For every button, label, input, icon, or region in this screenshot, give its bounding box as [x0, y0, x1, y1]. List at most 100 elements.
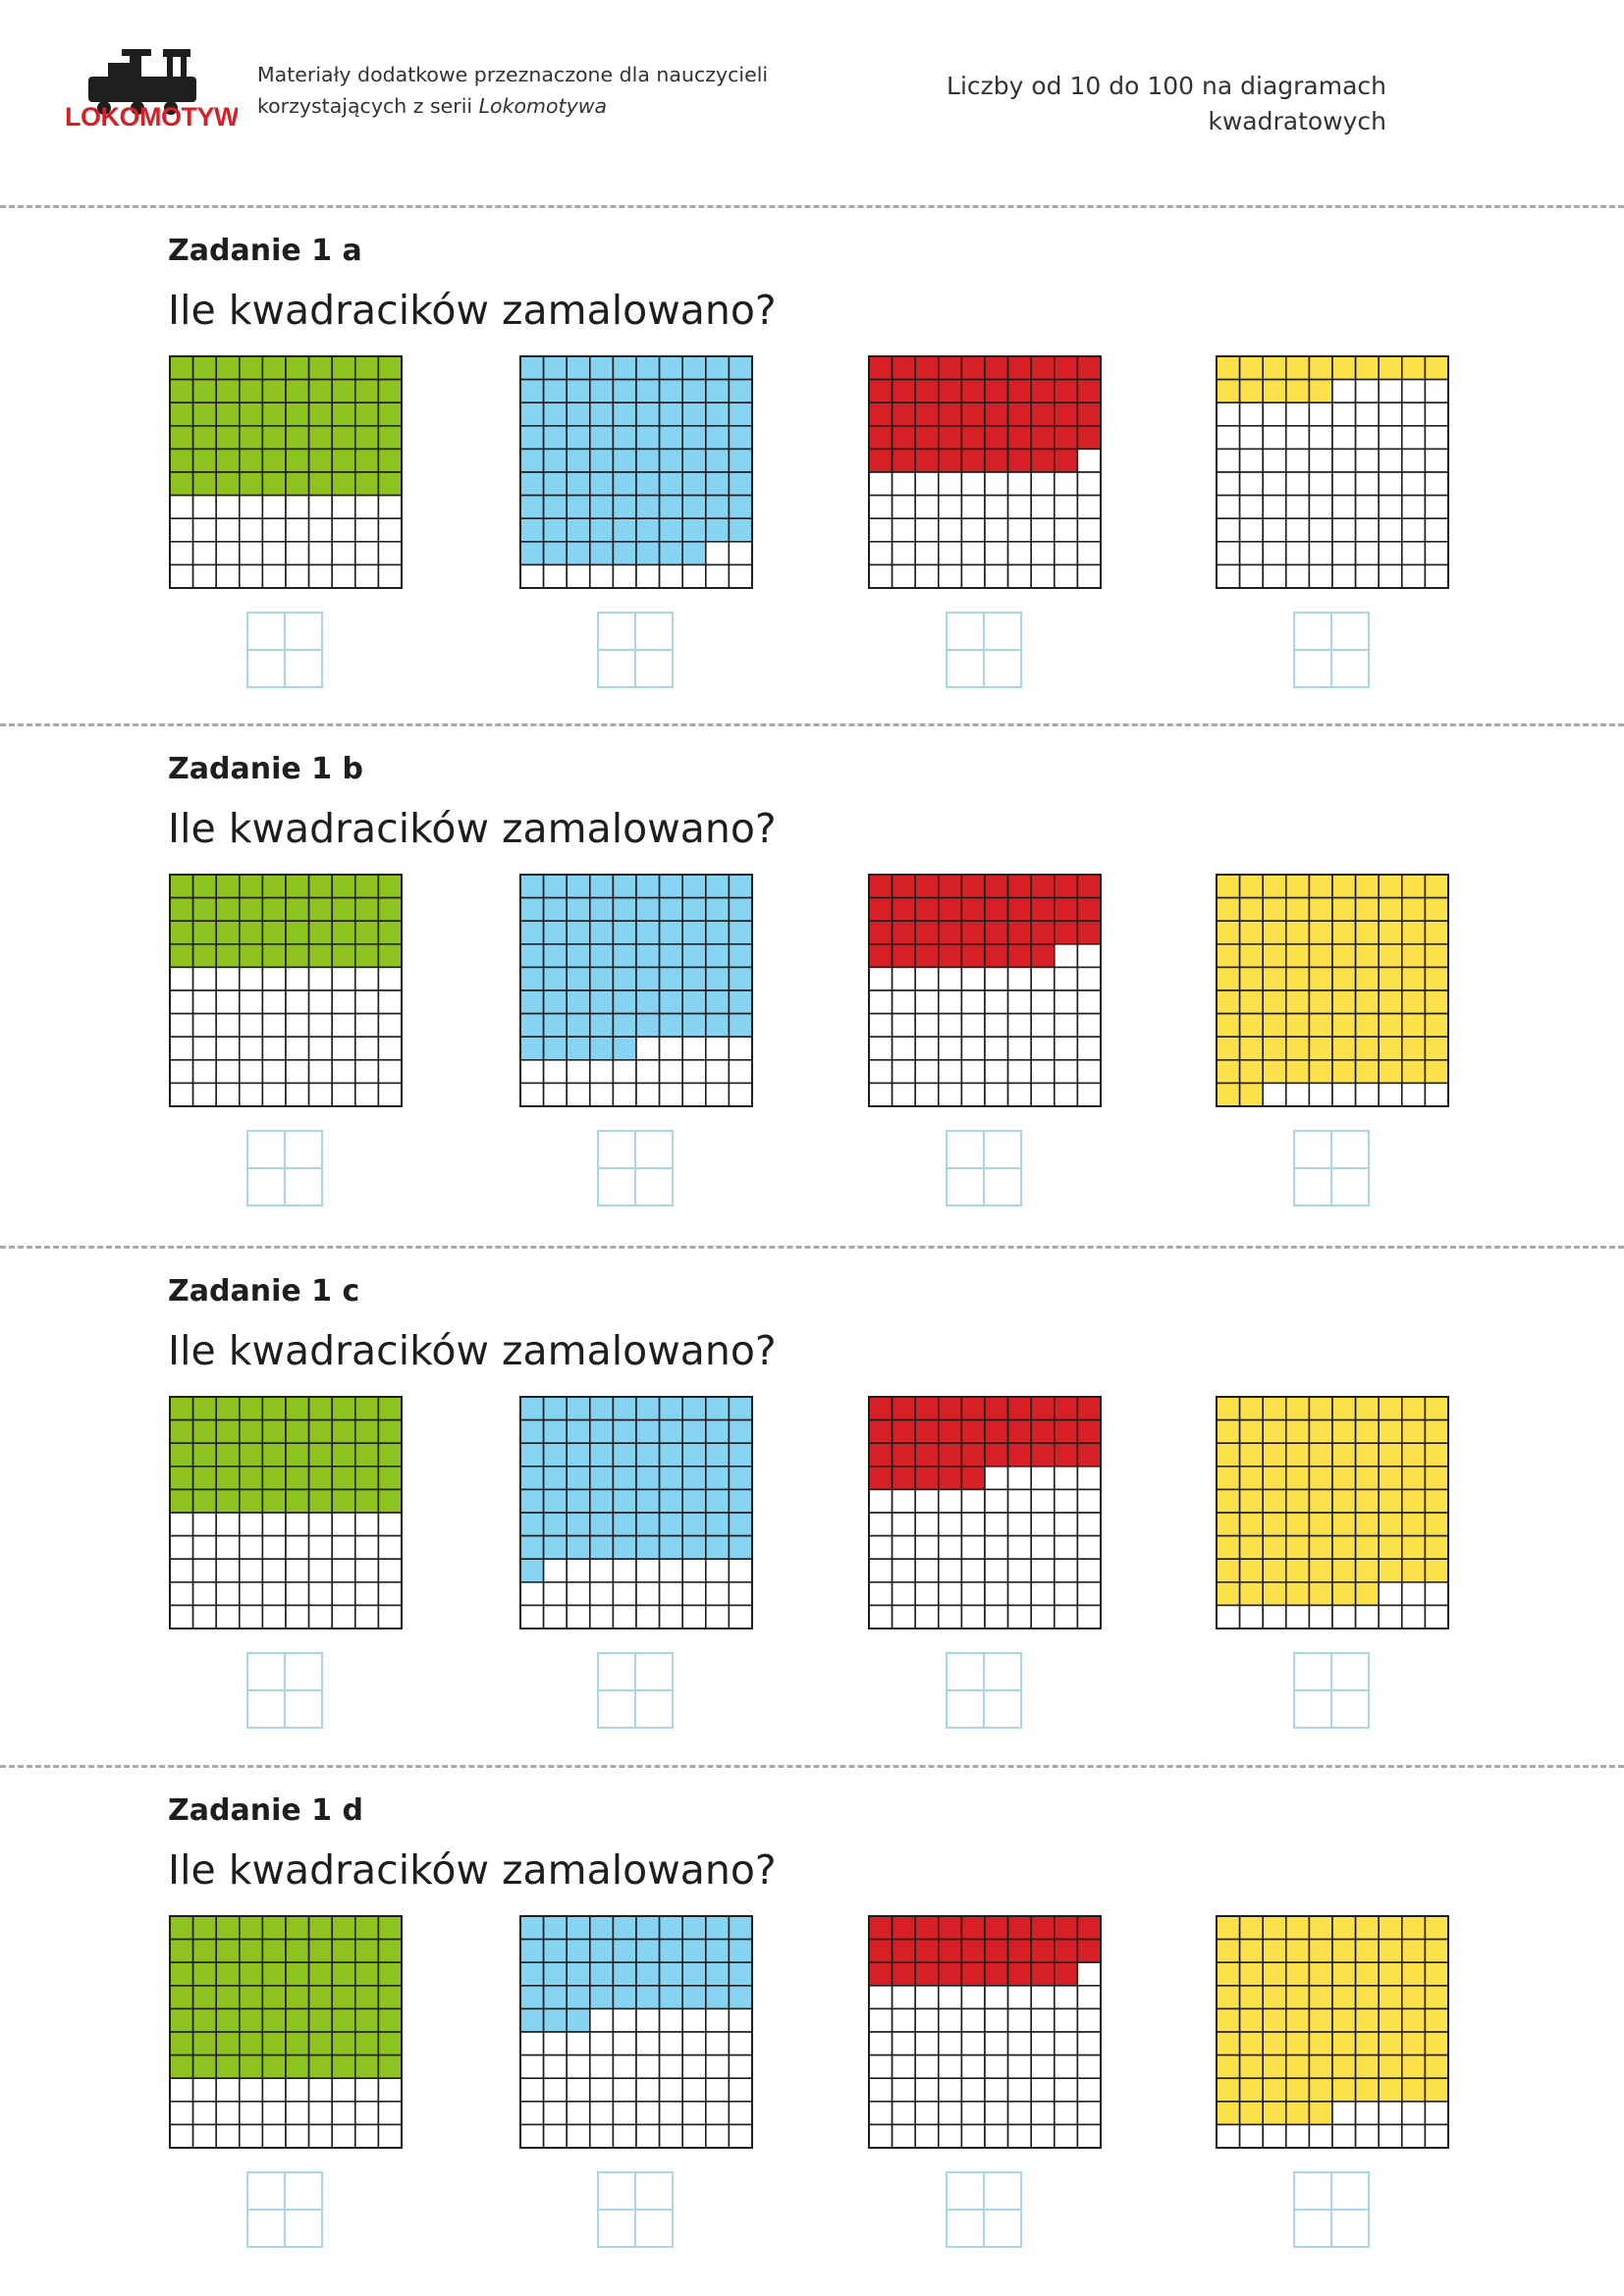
shaded-cell: [542, 471, 568, 497]
shaded-cell: [868, 874, 893, 899]
answer-box[interactable]: [946, 2171, 1022, 2248]
shaded-cell: [1054, 1442, 1079, 1468]
empty-cell: [566, 2054, 591, 2080]
shaded-cell: [1378, 1059, 1403, 1085]
answer-box[interactable]: [1293, 1652, 1370, 1729]
empty-cell: [285, 1604, 310, 1629]
empty-cell: [191, 989, 218, 1015]
answer-box[interactable]: [246, 612, 323, 688]
answer-box[interactable]: [597, 1130, 674, 1206]
empty-cell: [681, 2101, 707, 2126]
shaded-cell: [914, 401, 940, 427]
answer-box[interactable]: [246, 1652, 323, 1729]
answer-box[interactable]: [597, 2171, 674, 2248]
empty-cell: [331, 1059, 356, 1085]
answer-box[interactable]: [1293, 612, 1370, 688]
empty-cell: [1216, 2123, 1241, 2149]
shaded-cell: [1401, 874, 1427, 899]
empty-cell: [261, 1604, 287, 1629]
shaded-cell: [1424, 2077, 1449, 2103]
empty-cell: [1378, 448, 1403, 473]
empty-cell: [331, 1512, 356, 1537]
answer-box[interactable]: [597, 612, 674, 688]
shaded-cell: [542, 1915, 568, 1941]
answer-box[interactable]: [946, 1130, 1022, 1206]
shaded-cell: [938, 1915, 963, 1941]
empty-cell: [914, 1059, 940, 1085]
empty-cell: [984, 1604, 1009, 1629]
hundred-square-diagram: [519, 874, 753, 1107]
empty-cell: [681, 2054, 707, 2080]
shaded-cell: [1354, 1985, 1380, 2010]
shaded-cell: [1006, 1418, 1033, 1445]
shaded-cell: [1401, 943, 1427, 969]
answer-box[interactable]: [946, 612, 1022, 688]
shaded-cell: [542, 2007, 568, 2033]
shaded-cell: [1424, 1488, 1449, 1514]
shaded-cell: [728, 425, 753, 451]
empty-cell: [1308, 2123, 1333, 2149]
empty-cell: [354, 541, 380, 566]
shaded-cell: [239, 1396, 264, 1421]
shaded-cell: [589, 378, 615, 404]
shaded-cell: [261, 448, 287, 473]
shaded-cell: [658, 1961, 684, 1987]
shaded-cell: [239, 425, 264, 451]
empty-cell: [1262, 401, 1287, 427]
shaded-cell: [1030, 1442, 1056, 1468]
empty-cell: [960, 1558, 986, 1583]
shaded-cell: [635, 874, 661, 899]
empty-cell: [1238, 563, 1265, 589]
shaded-cell: [1378, 1512, 1403, 1537]
answer-box[interactable]: [946, 1652, 1022, 1729]
empty-cell: [705, 541, 731, 566]
shaded-cell: [215, 1915, 241, 1941]
empty-cell: [1262, 1604, 1287, 1629]
empty-cell: [1076, 989, 1102, 1015]
shaded-cell: [566, 425, 591, 451]
shaded-cell: [1354, 2031, 1380, 2056]
answer-box[interactable]: [597, 1652, 674, 1729]
answer-box[interactable]: [1293, 2171, 1370, 2248]
answer-box[interactable]: [1293, 1130, 1370, 1206]
shaded-cell: [1285, 2007, 1311, 2033]
shaded-cell: [1378, 2031, 1403, 2056]
shaded-cell: [1331, 1985, 1357, 2010]
shaded-cell: [938, 896, 963, 923]
shaded-cell: [728, 517, 753, 543]
shaded-cell: [960, 874, 986, 899]
empty-cell: [331, 989, 356, 1015]
shaded-cell: [542, 1512, 568, 1537]
empty-cell: [377, 1534, 403, 1561]
empty-cell: [1238, 517, 1265, 543]
empty-cell: [354, 2101, 380, 2126]
shaded-cell: [705, 1534, 731, 1561]
shaded-cell: [1006, 425, 1033, 451]
diagram-border: [1216, 874, 1449, 1107]
shaded-cell: [542, 943, 568, 969]
empty-cell: [191, 541, 218, 566]
shaded-cell: [169, 1442, 194, 1468]
shaded-cell: [239, 2007, 264, 2033]
empty-cell: [1076, 2031, 1102, 2056]
empty-cell: [239, 1604, 264, 1629]
empty-cell: [1378, 425, 1403, 451]
empty-cell: [705, 2007, 731, 2033]
shaded-cell: [1216, 1036, 1241, 1061]
shaded-cell: [169, 425, 194, 451]
shaded-cell: [1076, 401, 1102, 427]
shaded-cell: [914, 378, 940, 404]
empty-cell: [868, 1012, 893, 1039]
shaded-cell: [612, 1938, 637, 1964]
empty-cell: [984, 989, 1009, 1015]
empty-cell: [331, 2123, 356, 2149]
empty-cell: [612, 2054, 637, 2080]
answer-box[interactable]: [246, 1130, 323, 1206]
document-title: Liczby od 10 do 100 na diagramach kwadra…: [837, 69, 1386, 139]
shaded-cell: [612, 1466, 637, 1491]
empty-cell: [239, 2077, 264, 2103]
shaded-cell: [519, 1534, 545, 1561]
shaded-cell: [1076, 920, 1102, 945]
answer-box[interactable]: [246, 2171, 323, 2248]
shaded-cell: [239, 2031, 264, 2056]
